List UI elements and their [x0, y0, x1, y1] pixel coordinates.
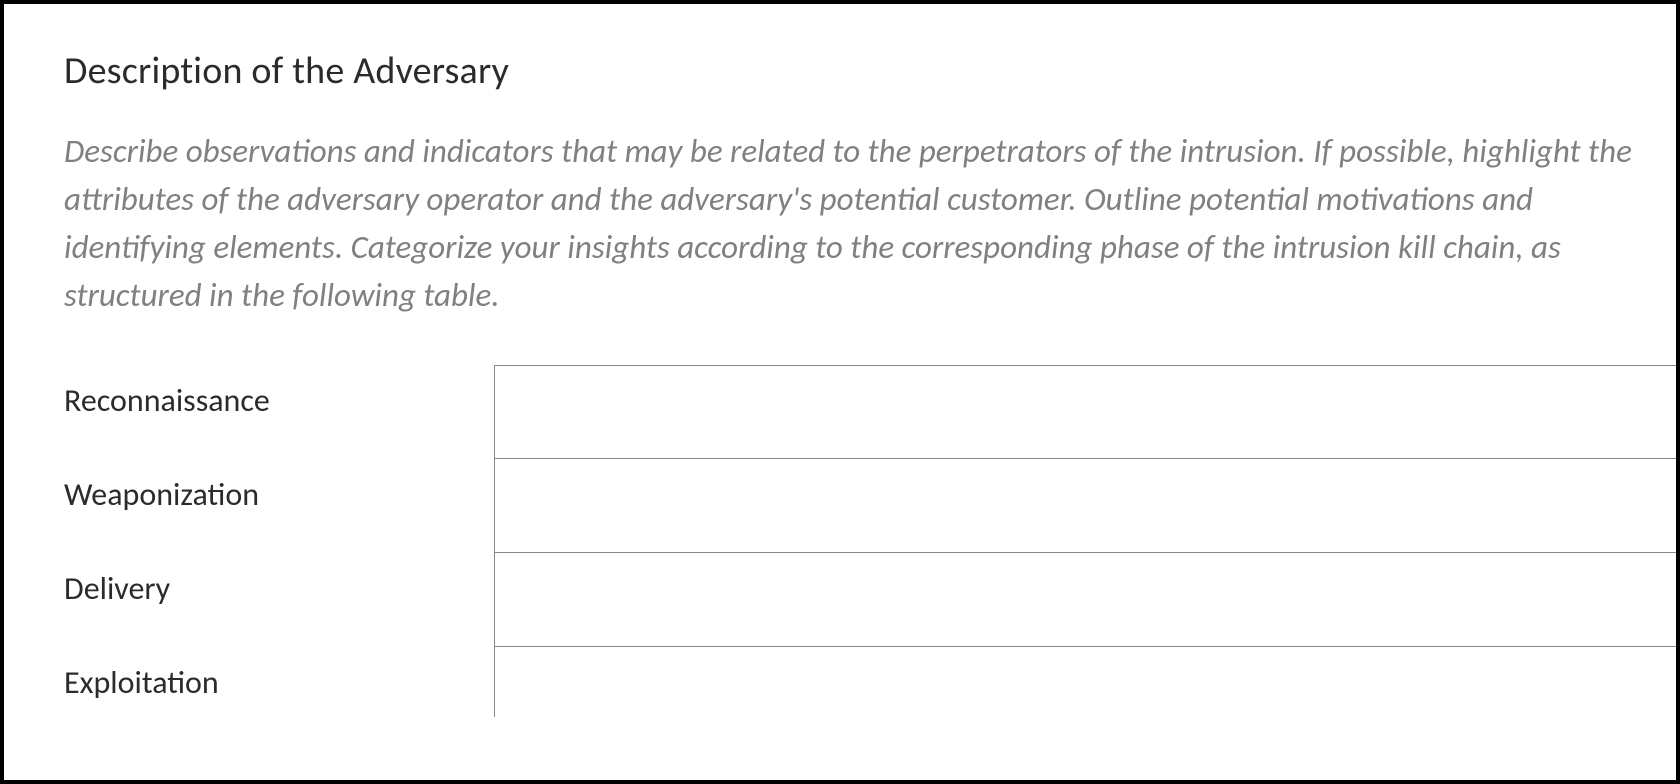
- row-input-reconnaissance[interactable]: [494, 365, 1676, 459]
- row-label-exploitation: Exploitation: [64, 647, 494, 717]
- section-instructions: Describe observations and indicators tha…: [64, 128, 1654, 319]
- row-input-exploitation[interactable]: [494, 647, 1676, 717]
- row-input-weaponization[interactable]: [494, 459, 1676, 553]
- table-row: Exploitation: [64, 647, 1676, 717]
- killchain-table: Reconnaissance Weaponization Delivery Ex…: [64, 365, 1676, 717]
- table-row: Delivery: [64, 553, 1676, 647]
- section-title: Description of the Adversary: [64, 48, 1676, 94]
- row-label-reconnaissance: Reconnaissance: [64, 365, 494, 459]
- document-page: Description of the Adversary Describe ob…: [0, 0, 1680, 784]
- table-row: Reconnaissance: [64, 365, 1676, 459]
- row-input-delivery[interactable]: [494, 553, 1676, 647]
- row-label-weaponization: Weaponization: [64, 459, 494, 553]
- row-label-delivery: Delivery: [64, 553, 494, 647]
- table-row: Weaponization: [64, 459, 1676, 553]
